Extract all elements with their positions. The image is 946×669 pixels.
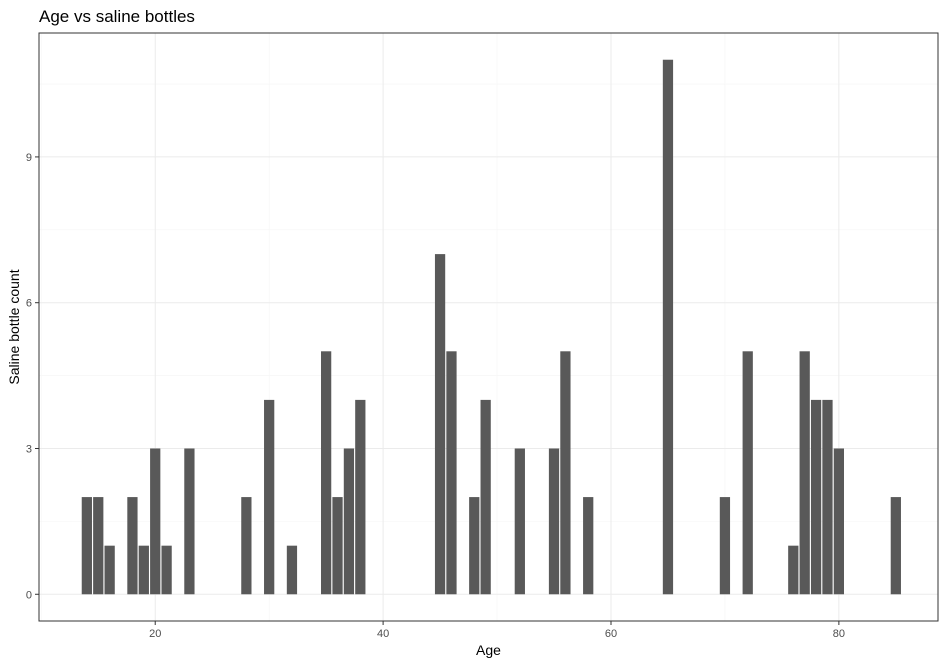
bar bbox=[434, 254, 446, 595]
bar bbox=[355, 399, 366, 595]
y-tick-label: 6 bbox=[26, 298, 32, 310]
bar bbox=[446, 351, 457, 595]
y-tick-label: 0 bbox=[26, 589, 32, 601]
bar bbox=[343, 448, 355, 595]
x-tick-label: 40 bbox=[377, 628, 389, 640]
x-tick-label: 80 bbox=[833, 628, 845, 640]
y-tick-label: 3 bbox=[26, 443, 32, 455]
axis-ticks: 20 40 60 80 0 3 6 9 bbox=[26, 152, 845, 640]
y-axis-title: Saline bottle count bbox=[6, 269, 22, 384]
bar bbox=[321, 351, 332, 595]
bar bbox=[822, 399, 833, 595]
bar bbox=[104, 545, 115, 595]
plot-panel-border bbox=[38, 32, 939, 622]
bar bbox=[514, 448, 525, 595]
x-tick-label: 20 bbox=[149, 628, 161, 640]
bar bbox=[81, 497, 92, 595]
bar bbox=[150, 448, 161, 595]
bar bbox=[560, 351, 571, 595]
bar bbox=[469, 497, 480, 595]
bar bbox=[719, 497, 731, 595]
bar bbox=[93, 497, 104, 595]
bar bbox=[833, 448, 844, 595]
bar bbox=[241, 497, 252, 595]
bar bbox=[161, 545, 172, 595]
bar bbox=[127, 497, 138, 595]
bars bbox=[81, 59, 901, 595]
bar bbox=[332, 497, 343, 595]
bar bbox=[890, 497, 901, 595]
bar bbox=[799, 351, 810, 595]
bar bbox=[788, 545, 799, 595]
bar bbox=[138, 545, 149, 595]
x-axis-title: Age bbox=[476, 642, 501, 658]
chart-title: Age vs saline bottles bbox=[39, 7, 195, 26]
x-tick-label: 60 bbox=[605, 628, 617, 640]
y-tick-label: 9 bbox=[26, 152, 32, 164]
bar bbox=[184, 448, 195, 595]
bar bbox=[286, 545, 298, 595]
bar bbox=[810, 399, 822, 595]
bar bbox=[742, 351, 753, 595]
bar bbox=[583, 497, 594, 595]
bar bbox=[548, 448, 560, 595]
bar bbox=[662, 59, 674, 595]
bar bbox=[480, 399, 491, 595]
bar bbox=[264, 399, 275, 595]
